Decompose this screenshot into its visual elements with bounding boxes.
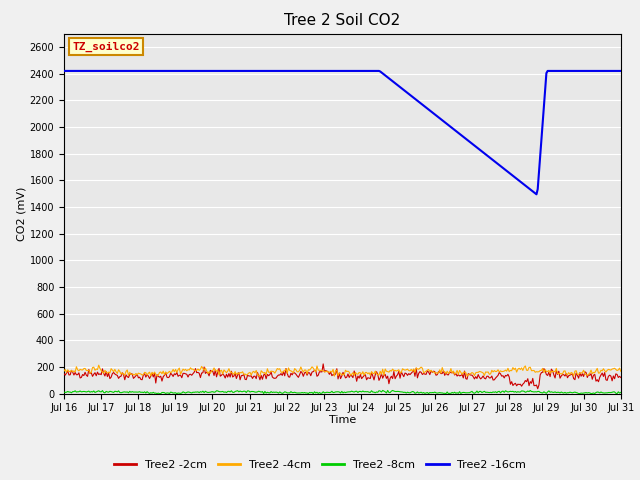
Tree2 -16cm [609,68,617,74]
Tree2 -4cm [95,362,102,368]
Tree2 -4cm [617,369,625,374]
Tree2 -16cm [617,68,625,74]
Tree2 -8cm [60,389,68,395]
Tree2 -8cm [154,390,162,396]
Tree2 -8cm [375,388,383,394]
Tree2 -2cm [375,377,383,383]
Tree2 -4cm [376,369,384,374]
Tree2 -4cm [154,372,162,378]
Tree2 -8cm [379,387,387,393]
Tree2 -16cm [595,68,602,74]
Tree2 -4cm [596,370,604,376]
Line: Tree2 -16cm: Tree2 -16cm [64,71,621,194]
Tree2 -2cm [617,374,625,380]
Tree2 -8cm [466,390,474,396]
Line: Tree2 -2cm: Tree2 -2cm [64,364,621,389]
Tree2 -4cm [330,373,338,379]
Tree2 -2cm [122,372,130,378]
X-axis label: Time: Time [329,415,356,425]
Tree2 -8cm [611,389,618,395]
Title: Tree 2 Soil CO2: Tree 2 Soil CO2 [284,13,401,28]
Tree2 -8cm [617,389,625,395]
Tree2 -4cm [466,371,474,377]
Tree2 -2cm [596,374,604,380]
Tree2 -16cm [153,68,161,74]
Tree2 -2cm [465,371,472,376]
Tree2 -2cm [611,376,618,382]
Text: TZ_soilco2: TZ_soilco2 [72,42,140,52]
Tree2 -16cm [60,68,68,74]
Tree2 -16cm [463,137,471,143]
Tree2 -4cm [611,365,618,371]
Tree2 -4cm [124,367,131,373]
Tree2 -2cm [60,371,68,377]
Tree2 -8cm [122,389,130,395]
Tree2 -2cm [534,386,541,392]
Tree2 -8cm [596,390,604,396]
Tree2 -4cm [60,368,68,374]
Tree2 -8cm [153,391,161,396]
Line: Tree2 -8cm: Tree2 -8cm [64,390,621,394]
Legend: Tree2 -2cm, Tree2 -4cm, Tree2 -8cm, Tree2 -16cm: Tree2 -2cm, Tree2 -4cm, Tree2 -8cm, Tree… [109,456,531,474]
Tree2 -16cm [122,68,130,74]
Tree2 -16cm [532,192,540,197]
Tree2 -16cm [374,68,381,74]
Y-axis label: CO2 (mV): CO2 (mV) [17,186,27,241]
Tree2 -2cm [319,361,327,367]
Tree2 -2cm [153,372,161,378]
Line: Tree2 -4cm: Tree2 -4cm [64,365,621,376]
